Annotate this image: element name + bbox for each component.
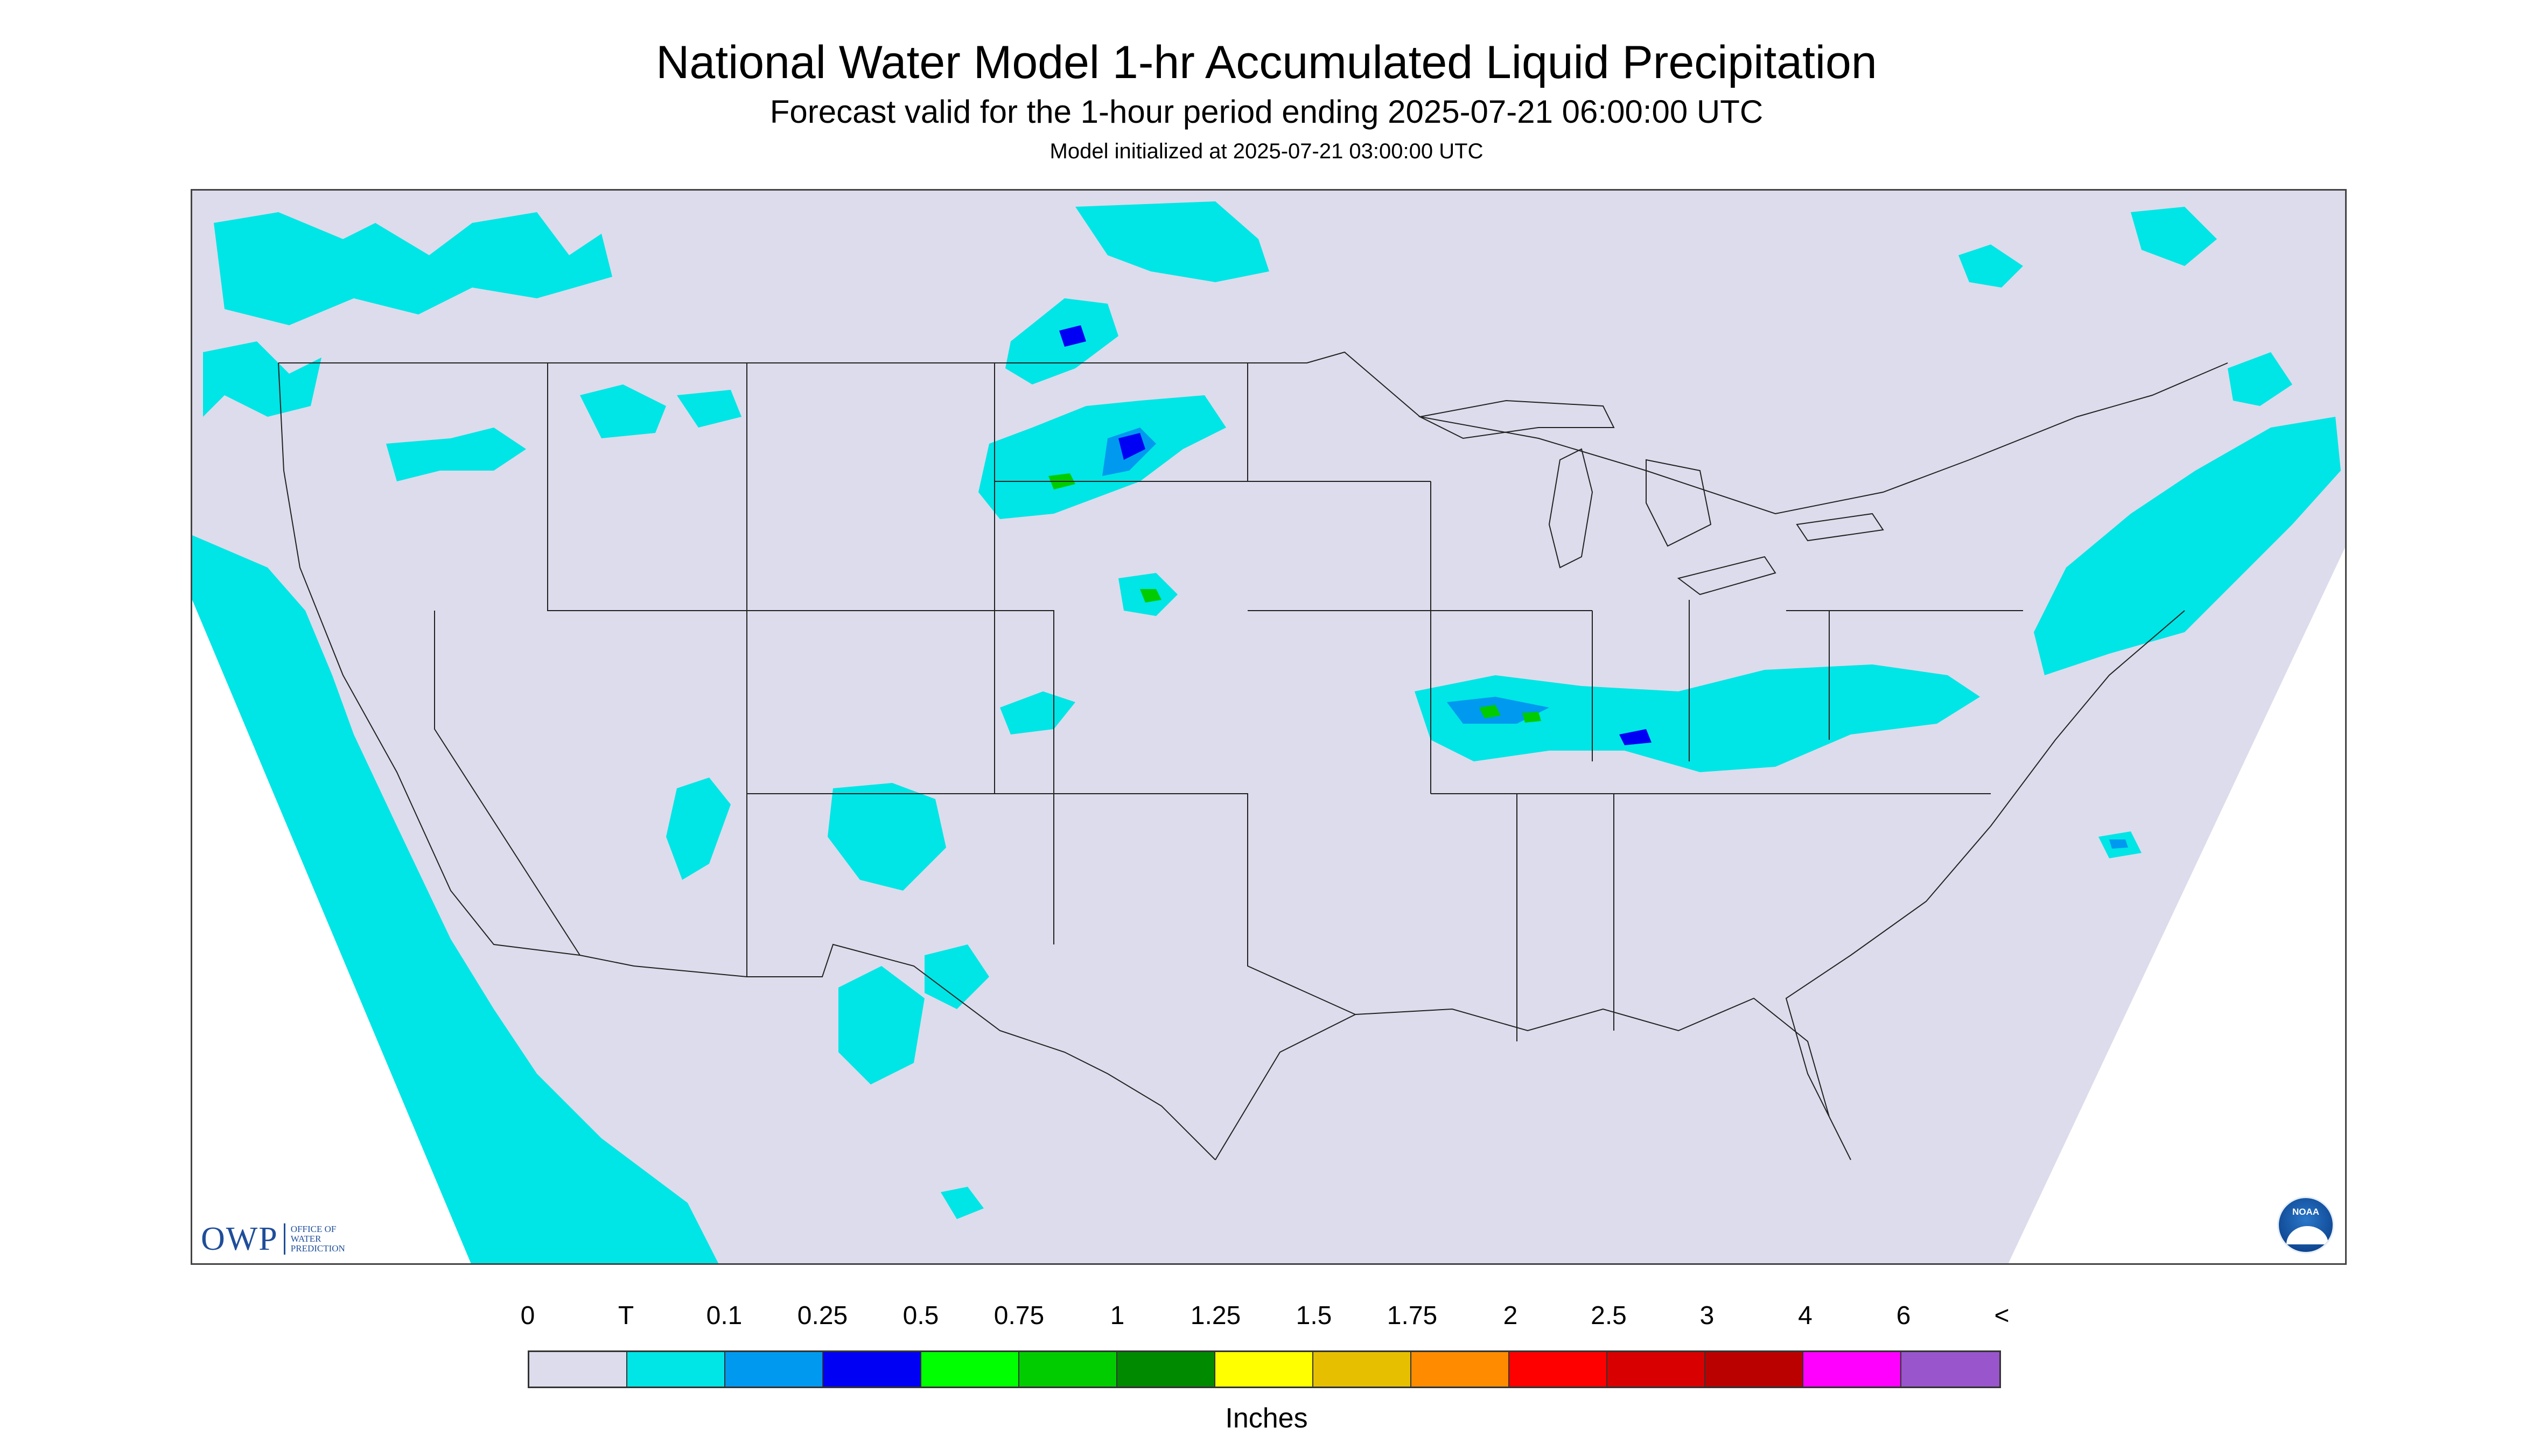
- new-mexico-trace: [828, 783, 946, 891]
- gulf-trace: [941, 1187, 984, 1219]
- lake-michigan: [1548, 448, 1593, 569]
- kentucky-core: [1619, 729, 1652, 745]
- legend-tick-label: 1.5: [1296, 1301, 1332, 1330]
- legend-tick-label: T: [618, 1301, 634, 1330]
- new-england-trace: [2228, 352, 2292, 406]
- legend-tick-label: 1.75: [1387, 1301, 1438, 1330]
- legend-tick-label: 4: [1798, 1301, 1813, 1330]
- legend-swatch: [725, 1352, 823, 1387]
- idaho-trace: [580, 384, 666, 438]
- divide-3: [434, 611, 580, 956]
- legend-swatch: [1411, 1352, 1509, 1387]
- owp-logo-line-3: Prediction: [290, 1243, 345, 1254]
- legend-swatch: [1901, 1352, 1999, 1387]
- ohio-valley-trace: [1415, 664, 1980, 772]
- legend-swatch: [1509, 1352, 1607, 1387]
- ohio-valley-core-2: [1522, 712, 1541, 723]
- legend-tick-label: 6: [1896, 1301, 1911, 1330]
- atlantic-core: [2109, 839, 2128, 849]
- legend-tick-label: <: [1994, 1301, 2010, 1330]
- owp-logo-line-1: Office of: [290, 1224, 337, 1234]
- dakota-trace-south: [978, 395, 1226, 519]
- noaa-logo: NOAA: [2277, 1196, 2334, 1254]
- chart-subtitle: Forecast valid for the 1-hour period end…: [769, 94, 1764, 130]
- mexico-trace-2: [925, 944, 989, 1009]
- pacific-trace-band: [192, 535, 718, 1263]
- legend-swatch: [921, 1352, 1019, 1387]
- legend-tick-label: 0.5: [902, 1301, 939, 1330]
- northwest-trace: [214, 212, 612, 325]
- legend-tick-label: 1: [1110, 1301, 1125, 1330]
- gulf-coast: [1215, 610, 2185, 1160]
- noaa-logo-text: NOAA: [2292, 1207, 2320, 1217]
- legend-swatch: [1803, 1352, 1901, 1387]
- legend-swatch: [1705, 1352, 1803, 1387]
- legend-tick-label: 2: [1503, 1301, 1518, 1330]
- nd-core: [1059, 325, 1086, 347]
- legend-tick-label: 1.25: [1190, 1301, 1241, 1330]
- great-lakes: [1418, 400, 1884, 596]
- lake-erie: [1677, 556, 1776, 596]
- west-coast: [278, 362, 580, 956]
- legend-tick-labels: 0 T 0.1 0.25 0.5 0.75 1 1.25 1.5 1.75 2 2.5 3 4 6 <: [521, 1301, 2104, 1333]
- owp-logo: OWP Office of Water Prediction: [201, 1222, 345, 1256]
- legend-tick-label: 3: [1699, 1301, 1715, 1330]
- mexico-trace: [838, 966, 925, 1084]
- ohio-valley-core: [1479, 705, 1501, 718]
- divide-12: [1430, 481, 1592, 611]
- divide-4: [747, 610, 1054, 794]
- lake-ontario: [1796, 513, 1884, 542]
- model-init-time: Model initialized at 2025-07-21 03:00:00…: [1049, 139, 1484, 163]
- legend-swatch: [1117, 1352, 1215, 1387]
- divide-7: [1054, 793, 1356, 1015]
- nebraska-core: [1140, 589, 1161, 603]
- legend-swatch: [1215, 1352, 1313, 1387]
- noaa-logo-bird: [2286, 1226, 2328, 1244]
- color-legend: [528, 1350, 2001, 1388]
- legend-tick-label: 0.75: [993, 1301, 1045, 1330]
- us-mexico-border: [579, 943, 1216, 1160]
- montana-trace-2: [677, 390, 741, 428]
- state-boundaries: [278, 351, 2228, 1160]
- legend-swatch: [1607, 1352, 1705, 1387]
- legend-tick-label: 0.1: [706, 1301, 743, 1330]
- owp-logo-caption: Office of Water Prediction: [291, 1224, 345, 1254]
- divide-8: [1248, 610, 1431, 794]
- northern-mn-trace: [1075, 201, 1269, 282]
- legend-unit: Inches: [1225, 1403, 1308, 1434]
- legend-tick-label: 2.5: [1591, 1301, 1627, 1330]
- owp-logo-text: OWP: [201, 1221, 278, 1257]
- lake-huron: [1646, 459, 1712, 547]
- legend-swatch: [823, 1352, 921, 1387]
- owp-logo-line-2: Water: [290, 1234, 321, 1244]
- legend-swatch: [529, 1352, 627, 1387]
- northeast-trace: [2034, 417, 2341, 675]
- dakota-trace-north: [1005, 298, 1118, 384]
- chart-title: National Water Model 1-hr Accumulated Li…: [656, 37, 1877, 88]
- us-canada-border: [278, 351, 2228, 515]
- legend-swatch: [1019, 1352, 1117, 1387]
- legend-swatch: [1313, 1352, 1411, 1387]
- map-canvas: [192, 201, 2345, 1263]
- owp-logo-divider: [283, 1223, 285, 1255]
- outside-domain-right: [2008, 547, 2345, 1263]
- montana-trace: [386, 428, 526, 481]
- colorado-trace: [1000, 691, 1075, 734]
- lake-superior: [1418, 400, 1615, 439]
- canada-east-trace: [1958, 244, 2023, 288]
- dakota-core: [1118, 433, 1145, 460]
- divide-2: [547, 363, 747, 611]
- northwest-trace-2: [203, 341, 321, 417]
- legend-swatch: [627, 1352, 725, 1387]
- precipitation-map[interactable]: OWP Office of Water Prediction NOAA: [191, 189, 2347, 1265]
- arizona-trace: [666, 778, 731, 880]
- canada-east-trace-2: [2131, 207, 2217, 266]
- legend-tick-label: 0.25: [797, 1301, 848, 1330]
- legend-tick-label: 0: [520, 1301, 535, 1330]
